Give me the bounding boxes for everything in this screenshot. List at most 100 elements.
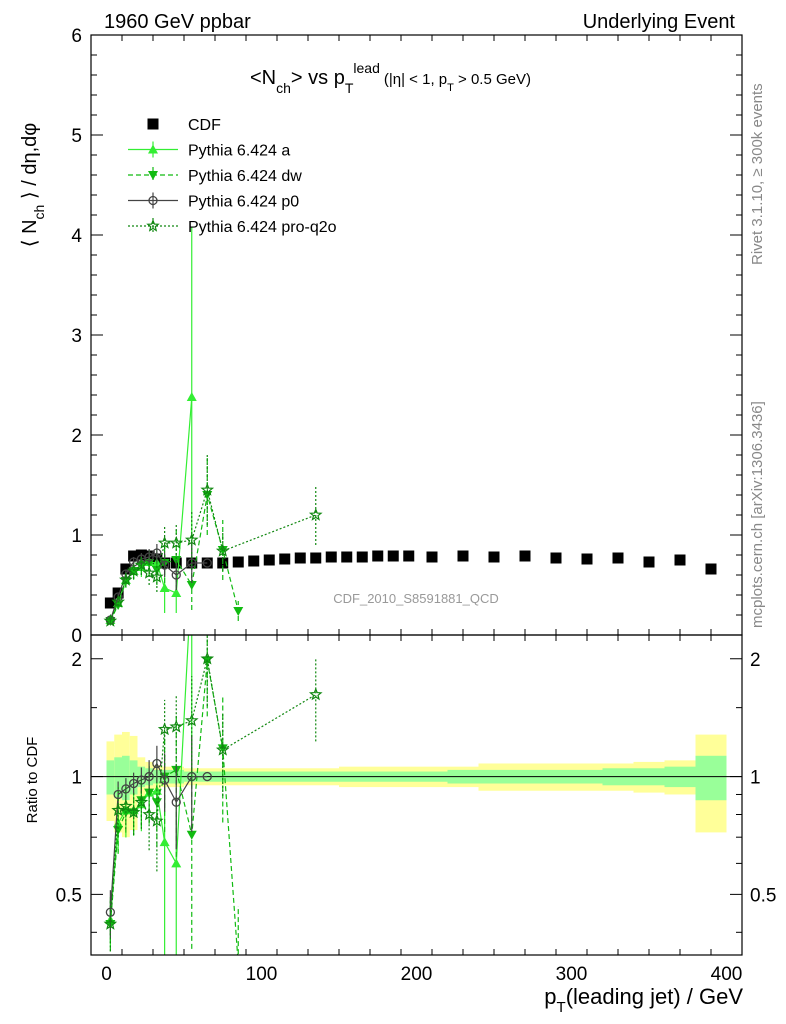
x-tick-label: 0 [101, 964, 112, 985]
data-point [149, 569, 164, 583]
data-point [550, 552, 562, 564]
ratio-point [159, 775, 170, 785]
data-point [612, 552, 624, 564]
main-panel-series [103, 227, 717, 627]
ratio-point [308, 687, 323, 701]
data-point [171, 570, 181, 580]
data-point [186, 392, 197, 401]
mcplots-credit-text: mcplots.cern.ch [arXiv:1306.3436] [749, 401, 766, 628]
ratio-series-dw [105, 635, 243, 970]
series-q2o [103, 455, 323, 627]
legend-marker [148, 195, 158, 206]
data-point [308, 507, 323, 521]
ratio-y-tick-label-right: 0.5 [750, 885, 776, 906]
ylabel-ratio: Ratio to CDF [24, 737, 41, 824]
data-point [157, 535, 172, 549]
data-point [152, 548, 162, 558]
data-point [581, 553, 593, 565]
ratio-point [150, 813, 164, 827]
data-point [325, 551, 337, 563]
y-tick-label: 0 [71, 626, 82, 647]
ratio-line [109, 635, 190, 921]
data-point [169, 535, 184, 549]
ratio-point [134, 795, 149, 809]
data-point [186, 581, 197, 590]
data-point [104, 597, 116, 609]
ratio-point [171, 858, 182, 868]
data-point [705, 563, 717, 575]
axis-ticks: 0 100 200 300 400 0 1 2 3 4 5 6 0.5 0.5 1 1 2 2 [56, 26, 777, 985]
data-point [233, 607, 244, 616]
legend-entry-dw: Pythia 6.424 dw [128, 167, 302, 185]
legend: CDF Pythia 6.424 a Pythia 6.424 dw Pythia 6… [128, 117, 337, 236]
ratio-point [157, 722, 172, 736]
data-point [184, 532, 199, 546]
y-tick-label: 4 [71, 226, 82, 247]
data-point [488, 551, 500, 563]
ratio-panel-series [103, 635, 323, 970]
ratio-y-tick-label: 2 [71, 650, 82, 671]
ratio-point [113, 789, 123, 800]
series-line [109, 396, 193, 621]
x-tick-label: 400 [711, 964, 743, 985]
band-inner [106, 760, 115, 795]
x-tick-label: 200 [401, 964, 433, 985]
ratio-point [169, 719, 184, 733]
ratio-point [118, 799, 133, 812]
header-left: 1960 GeV ppbar [104, 11, 251, 33]
ratio-point [126, 805, 141, 819]
data-point [372, 550, 384, 562]
y-tick-label: 5 [71, 126, 82, 147]
ratio-y-tick-label-right: 2 [750, 650, 761, 671]
ratio-point [159, 837, 170, 847]
series-p0 [105, 543, 212, 625]
header-right: Underlying Event [583, 11, 736, 33]
ratio-point [184, 713, 199, 727]
legend-marker [147, 118, 159, 130]
ratio-series-q2o [103, 635, 323, 952]
data-point [142, 565, 157, 579]
legend-entry-q2o: Pythia 6.424 pro-q2o [128, 218, 337, 236]
data-point [118, 572, 133, 586]
series-dw [105, 455, 244, 626]
ratio-point [105, 907, 116, 917]
data-point [202, 558, 212, 568]
xlabel: pT(leading jet) / GeV [544, 984, 743, 1016]
data-point [426, 551, 438, 563]
legend-marker [148, 171, 158, 180]
band-inner [122, 755, 130, 801]
ratio-point [128, 778, 139, 789]
data-point [310, 552, 322, 564]
data-point [279, 553, 291, 565]
legend-label: Pythia 6.424 dw [188, 168, 302, 185]
band-inner [695, 755, 727, 801]
ratio-y-tick-label-right: 1 [750, 768, 761, 789]
data-point [171, 588, 182, 597]
legend-entry-a: Pythia 6.424 a [128, 141, 290, 160]
data-point [674, 554, 686, 566]
data-point [187, 558, 197, 568]
ratio-point [233, 961, 243, 970]
ratio-point [200, 651, 215, 665]
analysis-watermark: CDF_2010_S8591881_QCD [333, 591, 499, 606]
data-point [341, 551, 353, 563]
ratio-point [103, 916, 118, 930]
ratio-point [202, 771, 212, 782]
data-point [144, 552, 154, 562]
x-tick-label: 300 [556, 964, 588, 985]
y-tick-label: 1 [71, 526, 82, 547]
ratio-point [171, 797, 181, 807]
ratio-point [144, 771, 154, 782]
y-tick-label: 6 [71, 26, 82, 47]
data-point [103, 613, 118, 627]
x-tick-label: 100 [246, 964, 278, 985]
ratio-frame [90, 634, 743, 956]
data-point [403, 550, 415, 562]
data-point [356, 551, 368, 563]
data-point [128, 550, 140, 562]
band-inner [114, 757, 122, 799]
legend-label: Pythia 6.424 a [188, 143, 290, 160]
data-point [263, 554, 275, 566]
ratio-y-tick-label: 1 [71, 768, 82, 789]
